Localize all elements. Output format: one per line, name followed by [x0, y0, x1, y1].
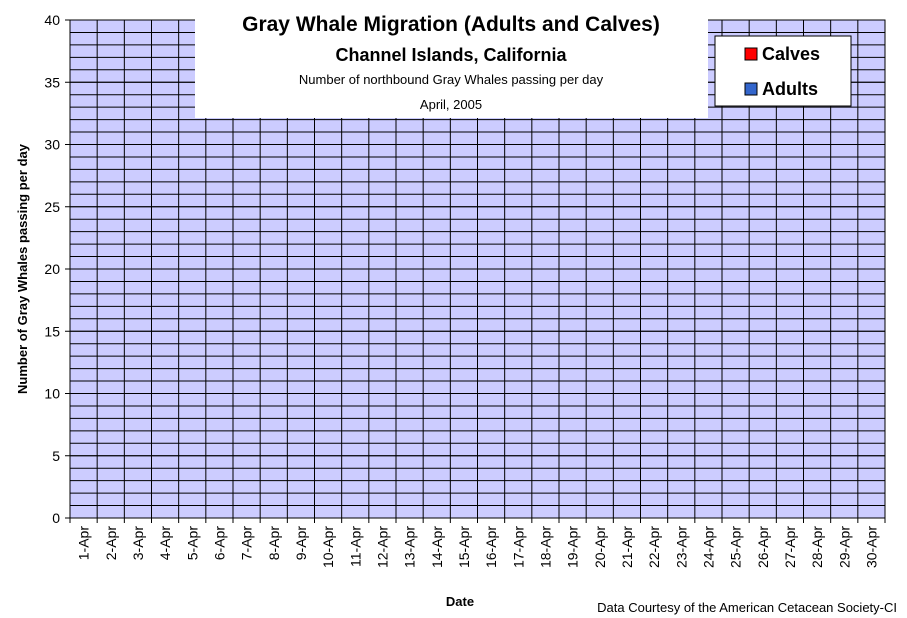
- x-tick-label: 9-Apr: [293, 526, 309, 561]
- y-tick-label: 10: [44, 386, 60, 402]
- x-tick-label: 12-Apr: [374, 526, 390, 568]
- x-tick-label: 13-Apr: [402, 526, 418, 568]
- y-tick-label: 0: [52, 510, 60, 526]
- x-tick-label: 19-Apr: [565, 526, 581, 568]
- chart-subtitle: Number of northbound Gray Whales passing…: [299, 72, 604, 87]
- x-tick-label: 26-Apr: [755, 526, 771, 568]
- legend-box: [714, 35, 852, 107]
- x-tick-label: 7-Apr: [239, 526, 255, 561]
- y-axis-label: Number of Gray Whales passing per day: [15, 143, 30, 394]
- y-tick-label: 30: [44, 137, 60, 153]
- x-axis-label: Date: [446, 594, 474, 609]
- x-tick-label: 10-Apr: [320, 526, 336, 568]
- y-tick-label: 25: [44, 199, 60, 215]
- chart-subtitle: Channel Islands, California: [335, 45, 567, 65]
- y-tick-label: 5: [52, 448, 60, 464]
- y-tick-label: 15: [44, 323, 60, 339]
- x-tick-label: 25-Apr: [728, 526, 744, 568]
- x-tick-label: 23-Apr: [673, 526, 689, 568]
- x-tick-label: 1-Apr: [76, 526, 92, 561]
- title-box: [195, 12, 708, 118]
- x-tick-label: 29-Apr: [836, 526, 852, 568]
- x-tick-label: 6-Apr: [211, 526, 227, 561]
- x-tick-label: 18-Apr: [537, 526, 553, 568]
- y-tick-label: 40: [44, 12, 60, 28]
- legend-swatch: [744, 47, 758, 61]
- x-tick-label: 5-Apr: [184, 526, 200, 561]
- chart-subtitle: April, 2005: [420, 97, 482, 112]
- x-tick-label: 28-Apr: [809, 526, 825, 568]
- y-tick-label: 20: [44, 261, 60, 277]
- legend-swatch: [744, 82, 758, 96]
- x-tick-label: 24-Apr: [700, 526, 716, 568]
- source-note: Data Courtesy of the American Cetacean S…: [597, 600, 897, 615]
- x-tick-label: 17-Apr: [510, 526, 526, 568]
- x-tick-label: 21-Apr: [619, 526, 635, 568]
- x-tick-label: 30-Apr: [863, 526, 879, 568]
- legend-label: Adults: [762, 79, 818, 99]
- x-tick-label: 15-Apr: [456, 526, 472, 568]
- y-tick-label: 35: [44, 74, 60, 90]
- x-tick-label: 14-Apr: [429, 526, 445, 568]
- x-tick-label: 20-Apr: [592, 526, 608, 568]
- chart-title: Gray Whale Migration (Adults and Calves): [242, 13, 660, 36]
- x-tick-label: 3-Apr: [130, 526, 146, 561]
- x-tick-label: 27-Apr: [782, 526, 798, 568]
- x-tick-label: 4-Apr: [157, 526, 173, 561]
- x-tick-label: 8-Apr: [266, 526, 282, 561]
- x-tick-label: 16-Apr: [483, 526, 499, 568]
- x-tick-label: 2-Apr: [103, 526, 119, 561]
- x-tick-label: 22-Apr: [646, 526, 662, 568]
- legend-label: Calves: [762, 44, 820, 64]
- x-tick-label: 11-Apr: [347, 526, 363, 567]
